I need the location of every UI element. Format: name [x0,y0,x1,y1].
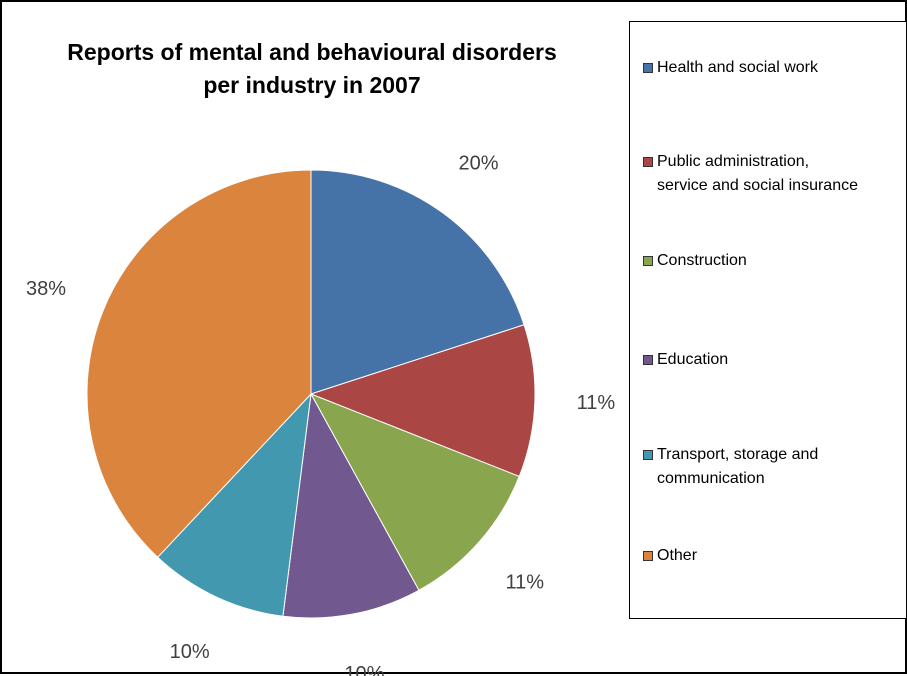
pie-slice-transport-storage-and-communication [156,392,312,617]
data-label-construction: 11% [506,571,545,593]
legend-label-health-and-social-work-line-1: Health and social work [657,59,818,76]
legend-label-other-line-1: Other [657,547,698,564]
legend-label-transport-storage-and-communication-line-2: communication [657,470,765,487]
legend-label-public-administration-service-and-social-insurance-line-1: Public administration, [657,153,810,170]
chart-title-line-1: Reports of mental and behavioural disord… [67,39,557,65]
pie-slice-health-and-social-work [310,169,525,395]
chart-title-line-2: per industry in 2007 [203,72,421,98]
data-label-other: 38% [26,278,66,300]
legend-item-other: Other [643,544,905,568]
legend-swatch-public-administration-service-and-social-insurance [643,157,653,167]
legend-item-health-and-social-work: Health and social work [643,56,905,80]
pie-slice-public-administration-service-and-social-insurance [309,324,536,478]
legend: Health and social work Public administrat… [629,21,907,619]
data-label-health-and-social-work: 20% [459,152,499,174]
data-label-public-administration-service-and-social-insurance: 11% [577,392,616,414]
legend-swatch-transport-storage-and-communication [643,450,653,460]
legend-swatch-construction [643,256,653,266]
legend-swatch-other [643,551,653,561]
chart-title: Reports of mental and behavioural disord… [22,36,602,102]
pie-slice-construction [309,393,520,591]
pie-slice-education [282,392,420,619]
legend-label-education-line-1: Education [657,351,729,368]
legend-swatch-health-and-social-work [643,63,653,73]
pie-slice-other [86,169,312,558]
legend-item-transport-storage-and-communication: Transport, storage and communication [643,443,905,491]
data-label-education: 10% [344,663,384,676]
legend-label-transport-storage-and-communication-line-1: Transport, storage and [657,446,819,463]
legend-swatch-education [643,355,653,365]
legend-item-education: Education [643,348,905,372]
legend-label-construction-line-1: Construction [657,252,747,269]
legend-item-construction: Construction [643,249,905,273]
legend-label-public-administration-service-and-social-insurance-line-2: service and social insurance [657,177,858,194]
legend-item-public-administration-service-and-social-insurance: Public administration, service and social… [643,150,905,198]
data-label-transport-storage-and-communication: 10% [170,641,210,663]
